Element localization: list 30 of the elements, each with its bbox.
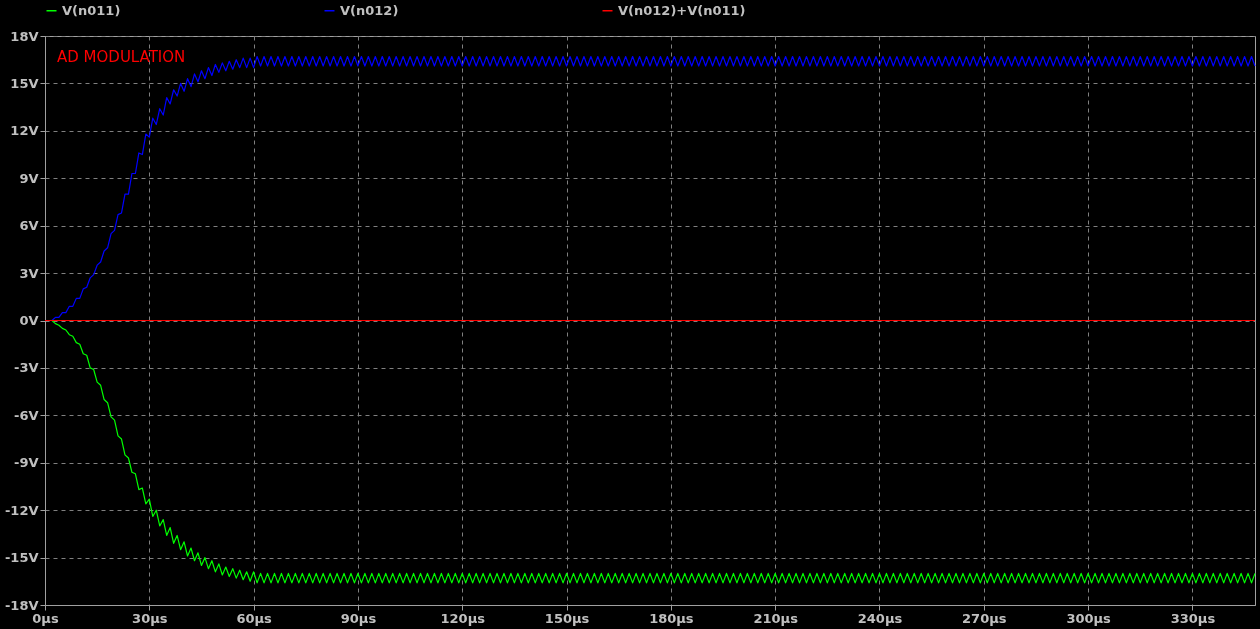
- x-tick-label: 210µs: [753, 610, 799, 626]
- x-tick-label: 120µs: [440, 610, 486, 626]
- y-tick-label: 18V: [10, 28, 39, 44]
- y-tick-label: 0V: [19, 313, 39, 328]
- y-tick-label: 15V: [10, 75, 39, 91]
- y-tick-label: -15V: [4, 550, 39, 566]
- y-tick-label: 12V: [10, 123, 39, 139]
- legend-label: V(n011): [62, 2, 121, 18]
- y-tick-label: -12V: [4, 502, 39, 518]
- legend-label: V(n012): [340, 2, 399, 18]
- legend-label: V(n012)+V(n011): [618, 2, 746, 18]
- x-tick-label: 30µs: [132, 610, 168, 626]
- y-tick-label: 9V: [19, 170, 39, 186]
- x-tick-label: 60µs: [236, 610, 273, 626]
- y-tick-label: -6V: [13, 407, 39, 423]
- y-tick-label: -18V: [4, 597, 39, 613]
- line-series: [51, 319, 1256, 584]
- x-tick-label: 90µs: [340, 610, 377, 626]
- annotation: AD MODULATION: [57, 48, 186, 66]
- x-tick-label: 0µs: [32, 610, 59, 626]
- x-tick-label: 300µs: [1066, 610, 1112, 626]
- y-tick-label: 3V: [19, 265, 39, 281]
- y-tick-label: -3V: [13, 360, 39, 376]
- x-tick-label: 180µs: [649, 610, 694, 626]
- x-tick-label: 330µs: [1170, 610, 1216, 626]
- y-tick-label: -9V: [13, 455, 39, 471]
- x-tick-label: 150µs: [544, 610, 590, 626]
- x-tick-label: 270µs: [962, 610, 1007, 626]
- x-tick-label: 240µs: [857, 610, 903, 626]
- y-tick-label: 6V: [19, 218, 39, 234]
